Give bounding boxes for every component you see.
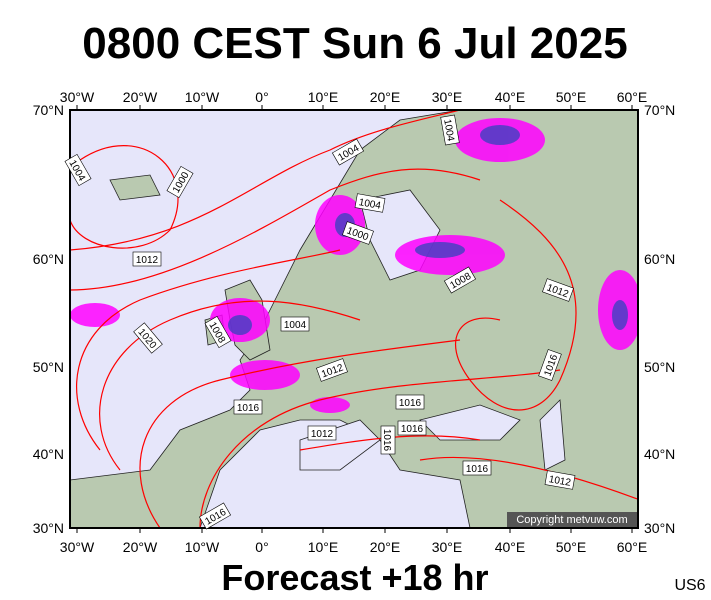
lat-label-right: 30°N: [644, 520, 675, 536]
lon-label-top: 20°W: [123, 89, 158, 105]
isobar-label-text: 1016: [399, 398, 422, 409]
isobar-label-box: [198, 502, 232, 530]
isobar-label: 1012: [132, 251, 162, 267]
isobar-label-text: 1004: [284, 320, 307, 331]
map-area: [70, 110, 638, 528]
isobar-label-box: [204, 315, 232, 349]
lon-label-bottom: 50°E: [556, 539, 587, 555]
lat-label-right: 40°N: [644, 446, 675, 462]
isobar-label-text: 1004: [441, 118, 456, 142]
lat-label-right: 60°N: [644, 251, 675, 267]
isobar-label: 1004: [440, 114, 460, 146]
isobar-label-box: [133, 322, 163, 354]
isobar-label-box: [307, 425, 337, 441]
copyright-box: [507, 512, 637, 527]
code: US6: [674, 577, 705, 594]
lon-label-bottom: 10°W: [185, 539, 220, 555]
lon-label-bottom: 20°E: [370, 539, 401, 555]
isobar-label-box: [395, 394, 425, 410]
lon-label-top: 10°W: [185, 89, 220, 105]
isobar-label-box: [354, 193, 386, 213]
lon-label-bottom: 30°W: [60, 539, 95, 555]
lat-label-left: 70°N: [33, 102, 64, 118]
isobar-label-text: 1016: [381, 429, 392, 452]
lon-label-top: 0°: [255, 89, 268, 105]
isobar-label-box: [538, 349, 562, 381]
lon-label-bottom: 30°E: [432, 539, 463, 555]
lon-label-bottom: 60°E: [617, 539, 648, 555]
isobar-label-text: 1012: [136, 255, 159, 266]
isobar-label-box: [443, 266, 477, 294]
isobar-label-text: 1016: [466, 464, 489, 475]
isobar-label-box: [542, 278, 574, 302]
isobar-label-text: 1016: [401, 424, 424, 435]
forecast: Forecast +18 hr: [221, 557, 488, 598]
isobar-label-text: 1012: [311, 429, 334, 440]
isobar-label: 1016: [462, 460, 492, 476]
lon-label-bottom: 20°W: [123, 539, 158, 555]
lon-label-top: 30°E: [432, 89, 463, 105]
isobar-label: 1012: [307, 425, 337, 441]
title: 0800 CEST Sun 6 Jul 2025: [82, 19, 627, 68]
isobar-label-box: [64, 153, 92, 187]
isobar-label-box: [331, 138, 365, 166]
lat-label-left: 30°N: [33, 520, 64, 536]
isobar-label: 1016: [395, 394, 425, 410]
isobar-label-box: [397, 420, 427, 436]
isobar-label-text: 1016: [237, 403, 260, 414]
lon-label-top: 40°E: [495, 89, 526, 105]
isobar-label-text: 1012: [548, 474, 572, 489]
isobar-label: 1016: [233, 399, 263, 415]
isobar-label: 1004: [354, 193, 386, 213]
lat-label-right: 50°N: [644, 359, 675, 375]
lon-label-top: 10°E: [308, 89, 339, 105]
isobar-label-box: [544, 470, 576, 490]
isobar-label-box: [342, 221, 374, 245]
lon-label-bottom: 10°E: [308, 539, 339, 555]
lon-label-bottom: 0°: [255, 539, 268, 555]
lat-label-right: 70°N: [644, 102, 675, 118]
lon-label-top: 50°E: [556, 89, 587, 105]
map-frame: [69, 109, 639, 529]
isobar-label-box: [380, 425, 396, 455]
lon-label-bottom: 40°E: [495, 539, 526, 555]
isobar-label-box: [233, 399, 263, 415]
lon-label-top: 20°E: [370, 89, 401, 105]
isobar-label-text: 1004: [358, 197, 382, 212]
isobar-label-box: [440, 114, 460, 146]
isobar-label: 1016: [397, 420, 427, 436]
isobar-label: 1012: [544, 470, 576, 490]
isobar-label: 1004: [280, 316, 310, 332]
copyright: Copyright metvuw.com: [516, 514, 627, 526]
lon-label-top: 60°E: [617, 89, 648, 105]
lat-label-left: 50°N: [33, 359, 64, 375]
lon-label-top: 30°W: [60, 89, 95, 105]
isobar-label-box: [132, 251, 162, 267]
isobar-label-box: [280, 316, 310, 332]
isobar-label: 1016: [380, 425, 396, 455]
isobar-label-box: [316, 358, 348, 382]
lat-label-left: 40°N: [33, 446, 64, 462]
lat-label-left: 60°N: [33, 251, 64, 267]
isobar-label-box: [462, 460, 492, 476]
isobar-label-box: [166, 165, 194, 199]
